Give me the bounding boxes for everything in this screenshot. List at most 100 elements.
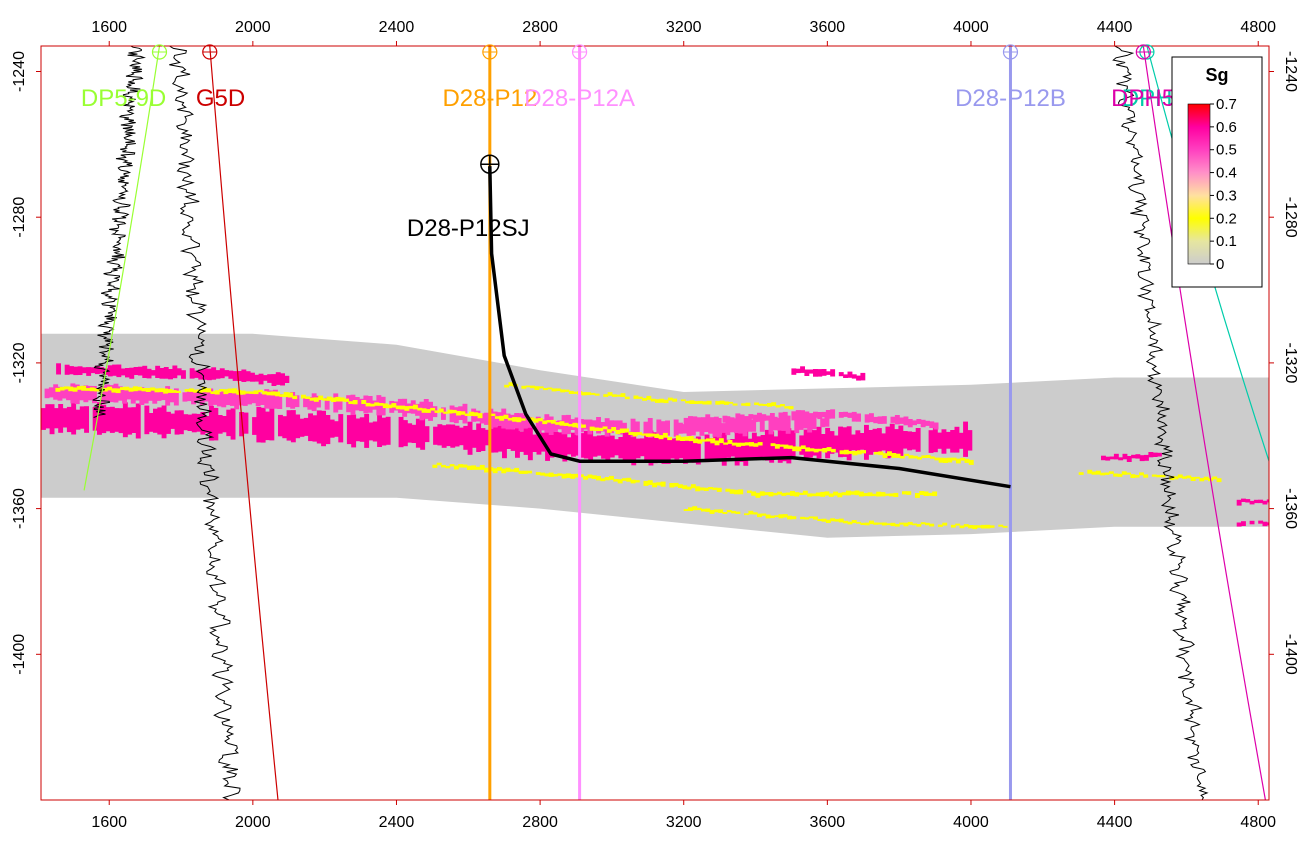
sg-cell [765, 514, 771, 519]
sg-cell [774, 515, 780, 518]
sg-cell [463, 425, 469, 450]
sg-cell [954, 426, 960, 453]
sg-cell [725, 488, 731, 492]
x-tick-label-top: 4000 [953, 19, 989, 36]
well-label: G5D [196, 85, 245, 112]
sg-cell [142, 365, 148, 378]
sg-cell [374, 402, 380, 406]
sg-cell [132, 386, 138, 392]
sg-cell [560, 389, 566, 393]
sg-cell [1190, 477, 1196, 481]
sg-cell [75, 409, 81, 430]
sg-cell [706, 438, 711, 442]
sg-cell [1173, 476, 1179, 480]
sg-cell [880, 492, 886, 497]
sg-cell [594, 427, 599, 431]
sg-cell [152, 389, 158, 404]
sg-cell [475, 466, 481, 470]
sg-cell [58, 404, 64, 433]
sg-cell [255, 390, 261, 407]
sg-cell [850, 491, 856, 495]
sg-cell [570, 473, 576, 479]
sg-cell [1151, 474, 1157, 477]
sg-cell [686, 420, 692, 436]
sg-cell [632, 432, 638, 437]
sg-cell [678, 422, 683, 434]
y-tick-label-left: -1280 [11, 197, 28, 238]
sg-cell [691, 438, 697, 463]
sg-cell [647, 480, 653, 485]
sg-cell [237, 371, 242, 381]
sg-cell [783, 444, 789, 449]
sg-cell [781, 492, 787, 496]
sg-cell [501, 468, 507, 474]
sg-cell [591, 475, 597, 479]
sg-cell [81, 367, 87, 374]
sg-cell [44, 388, 50, 399]
legend-tick-label: 0 [1216, 256, 1224, 273]
x-tick-label-bottom: 2400 [379, 814, 415, 831]
sg-cell [553, 421, 558, 432]
sg-cell [413, 404, 418, 410]
sg-cell [307, 397, 313, 410]
sg-cell [688, 507, 693, 511]
sg-cell [227, 388, 233, 393]
sg-cell [719, 400, 725, 405]
x-tick-label-top: 2000 [235, 19, 271, 36]
sg-cell [864, 414, 870, 423]
sg-cell [509, 469, 515, 472]
sg-cell [960, 457, 966, 461]
sg-cell [796, 446, 802, 452]
sg-cell [467, 421, 473, 455]
sg-cell [260, 407, 266, 443]
sg-cell [544, 473, 550, 477]
sg-cell [803, 429, 809, 459]
sg-cell [256, 406, 262, 443]
sg-cell [101, 404, 107, 434]
sg-cell [937, 432, 943, 449]
sg-cell [415, 418, 421, 448]
sg-cell [195, 391, 201, 401]
sg-cell [434, 410, 440, 413]
sg-cell [156, 390, 162, 401]
sg-cell [163, 367, 169, 379]
x-tick-label-top: 3200 [666, 19, 702, 36]
sg-cell [193, 389, 199, 393]
sg-cell [368, 422, 374, 441]
sg-cell [606, 429, 612, 433]
sg-cell [813, 448, 819, 453]
sg-cell [381, 417, 387, 446]
sg-cell [874, 451, 879, 455]
sg-cell [303, 417, 309, 436]
sg-cell [678, 484, 683, 488]
sg-cell [817, 369, 823, 377]
sg-cell [1156, 474, 1162, 478]
sg-cell [492, 468, 498, 474]
sg-cell [851, 434, 856, 451]
sg-cell [868, 430, 874, 455]
sg-cell [247, 393, 252, 405]
sg-cell [705, 508, 711, 512]
sg-cell [916, 419, 922, 424]
sg-cell [571, 432, 576, 457]
sg-cell [64, 364, 70, 375]
legend-tick-label: 0.6 [1216, 119, 1237, 136]
y-tick-label-left: -1240 [11, 51, 28, 92]
sg-cell [732, 403, 738, 406]
sg-cell [83, 385, 89, 403]
sg-cell [760, 435, 766, 459]
sg-cell [1212, 476, 1218, 480]
sg-cell [292, 395, 298, 400]
sg-cell [458, 464, 464, 468]
sg-cell [648, 430, 654, 466]
sg-cell [843, 411, 848, 417]
sg-cell [239, 412, 245, 437]
sg-cell [445, 466, 451, 469]
sg-cell [601, 435, 606, 459]
sg-cell [385, 416, 391, 445]
sg-cell [772, 492, 778, 496]
sg-cell [271, 374, 277, 386]
sg-cell [808, 516, 814, 519]
sg-cell [324, 397, 330, 410]
x-tick-label-top: 1600 [91, 19, 127, 36]
